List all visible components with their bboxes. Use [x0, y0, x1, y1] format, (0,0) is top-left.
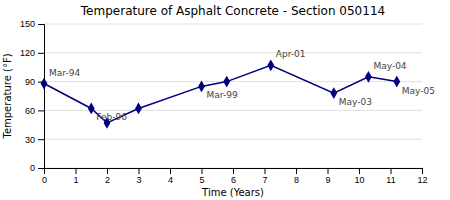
tick-label: 0 — [30, 163, 35, 173]
tick-label: 150 — [20, 19, 35, 29]
tick: 60 — [25, 106, 44, 116]
marker — [223, 76, 230, 88]
tick-label: 10 — [354, 175, 364, 185]
tick: 9 — [325, 168, 330, 185]
tick-label: 1 — [73, 175, 78, 185]
marker — [330, 87, 337, 99]
chart: 01234567891011120306090120150Mar-94Feb-9… — [0, 0, 450, 200]
tick: 12 — [417, 168, 427, 185]
tick: 120 — [20, 48, 44, 58]
y-axis: 0 30 60 90 120 150 — [20, 19, 45, 173]
grid — [44, 24, 422, 168]
tick: 6 — [231, 168, 236, 185]
x-axis: 0123456789101112 — [42, 168, 428, 185]
tick: 150 — [20, 19, 44, 29]
tick-mark — [139, 168, 140, 174]
marker — [41, 78, 48, 90]
marker — [267, 59, 274, 71]
y-axis-title: Temperature (°F) — [2, 53, 13, 139]
tick-label: 120 — [20, 48, 35, 58]
marker — [198, 81, 205, 93]
grid-line — [44, 24, 422, 25]
tick-label: 8 — [294, 175, 299, 185]
tick: 30 — [25, 135, 44, 145]
grid-line — [44, 52, 422, 53]
marker — [365, 71, 372, 83]
point-label: May-05 — [402, 86, 435, 96]
tick: 11 — [386, 168, 395, 185]
tick-mark — [328, 168, 329, 174]
tick: 3 — [136, 168, 141, 185]
grid-line — [44, 81, 422, 82]
tick-label: 4 — [168, 175, 173, 185]
point-label: Mar-99 — [207, 90, 238, 100]
tick-label: 0 — [42, 175, 47, 185]
tick: 90 — [25, 77, 44, 87]
tick-label: 2 — [105, 175, 110, 185]
point-label: May-03 — [339, 97, 372, 107]
tick-label: 12 — [417, 175, 427, 185]
grid-line — [44, 139, 422, 140]
tick: 1 — [73, 168, 78, 185]
tick-mark — [38, 139, 44, 140]
title: Temperature of Asphalt Concrete - Sectio… — [80, 4, 385, 18]
point-label: Feb-96 — [96, 112, 127, 122]
tick-mark — [422, 168, 423, 174]
tick: 0 — [30, 163, 44, 173]
tick-mark — [296, 168, 297, 174]
point-label: May-04 — [373, 61, 406, 71]
tick: 5 — [199, 168, 204, 185]
tick-label: 7 — [262, 175, 267, 185]
tick-mark — [76, 168, 77, 174]
axis-domain — [45, 169, 423, 175]
tick-mark — [359, 168, 360, 174]
tick-label: 11 — [386, 175, 395, 185]
tick-label: 30 — [25, 135, 35, 145]
tick: 2 — [105, 168, 110, 185]
plot: 01234567891011120306090120150Mar-94Feb-9… — [20, 19, 435, 185]
tick-label: 5 — [199, 175, 204, 185]
tick: 0 — [42, 168, 47, 185]
tick-label: 6 — [231, 175, 236, 185]
marker — [88, 103, 95, 115]
marker — [393, 76, 400, 88]
tick-label: 9 — [325, 175, 330, 185]
tick-label: 90 — [25, 77, 35, 87]
tick-mark — [170, 168, 171, 174]
marker — [135, 103, 142, 115]
point-label: Mar-94 — [49, 68, 80, 78]
tick-mark — [202, 168, 203, 174]
tick-mark — [233, 168, 234, 174]
tick-mark — [38, 110, 44, 111]
tick-mark — [38, 168, 44, 169]
tick-mark — [38, 53, 44, 54]
series — [41, 59, 401, 128]
tick: 7 — [262, 168, 267, 185]
line — [44, 65, 397, 123]
tick-label: 3 — [136, 175, 141, 185]
tick-label: 60 — [25, 106, 35, 116]
tick-mark — [38, 24, 44, 25]
x-axis-title: Time (Years) — [201, 187, 264, 198]
axis-domain — [38, 25, 45, 169]
tick-mark — [391, 168, 392, 174]
tick: 8 — [294, 168, 299, 185]
tick-mark — [107, 168, 108, 174]
tick-mark — [265, 168, 266, 174]
tick: 10 — [354, 168, 364, 185]
grid-line — [44, 110, 422, 111]
point-label: Apr-01 — [276, 49, 306, 59]
tick: 4 — [168, 168, 173, 185]
annotations: Mar-94 Feb-96 Mar-99 Apr-01 May-03 May-04 May-… — [49, 49, 435, 122]
